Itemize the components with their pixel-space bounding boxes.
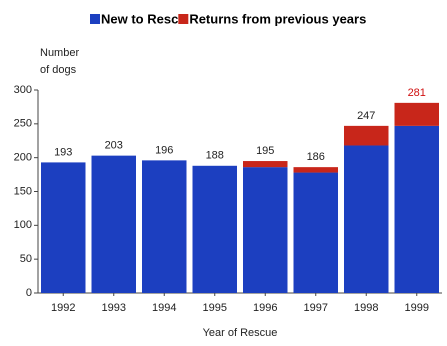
total-label: 281 [408,87,426,99]
bar-segment [243,161,288,168]
y-tick-label: 100 [14,219,32,231]
total-label: 188 [206,150,224,162]
x-tick-label: 1993 [102,302,126,314]
bar-segment [293,167,338,173]
total-label: 203 [105,140,123,152]
x-tick-label: 1996 [253,302,277,314]
y-tick-label: 0 [26,287,32,299]
y-axis-label: Number [40,47,79,59]
legend-swatch [90,14,100,24]
total-label: 186 [307,151,325,163]
y-tick-label: 250 [14,118,32,130]
bar-segment [344,145,389,293]
bar-segment [192,165,237,293]
bar-segment [344,125,389,146]
bar-segment [394,102,439,126]
x-tick-label: 1994 [152,302,176,314]
y-tick-label: 50 [20,253,32,265]
legend-swatch [178,14,189,24]
x-tick-label: 1997 [304,302,328,314]
x-tick-label: 1995 [203,302,227,314]
bar-segment [91,155,136,293]
bar-segment [243,167,288,293]
total-label: 195 [256,145,274,157]
x-axis-label: Year of Rescue [203,327,278,339]
bar-segment [394,125,439,293]
legend-label: Returns from previous years [189,11,366,26]
total-label: 196 [155,144,173,156]
y-tick-label: 150 [14,185,32,197]
x-tick-label: 1999 [405,302,429,314]
x-tick-label: 1992 [51,302,75,314]
total-label: 247 [357,110,375,122]
y-tick-label: 200 [14,152,32,164]
bar-segment [293,172,338,293]
x-tick-label: 1998 [354,302,378,314]
y-axis-label: of dogs [40,64,77,76]
total-label: 193 [54,146,72,158]
bar-segment [142,160,187,293]
bar-segment [41,162,86,293]
legend-label: New to Resc [101,11,178,26]
y-tick-label: 300 [14,84,32,96]
legend: New to Resc Returns from previous years [90,11,366,26]
